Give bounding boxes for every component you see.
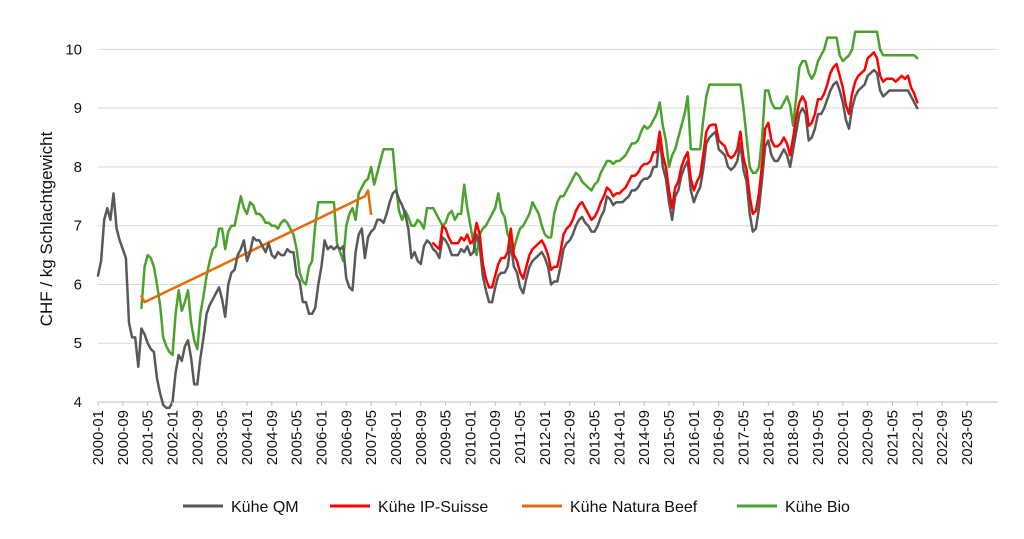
x-tick-label: 2001-05 (140, 410, 157, 465)
y-tick-label: 4 (74, 394, 82, 411)
legend-label: Kühe Natura Beef (570, 499, 698, 516)
x-tick-label: 2005-05 (289, 410, 306, 465)
x-tick-label: 2012-01 (537, 410, 554, 465)
x-tick-label: 2020-09 (860, 410, 877, 465)
legend: Kühe QM Kühe IP-Suisse Kühe Natura Beef Küh… (183, 499, 850, 516)
x-tick-label: 2017-05 (736, 410, 753, 465)
legend-label: Kühe IP-Suisse (378, 499, 488, 516)
x-tick-label: 2004-01 (239, 410, 256, 465)
x-tick-label: 2022-01 (909, 410, 926, 465)
x-tick-labels: 2000-01 2000-09 2001-05 2002-01 2002-09 2003-… (90, 402, 976, 465)
series-line-k-he-qm (96, 68, 919, 410)
y-tick-label: 5 (74, 335, 82, 352)
gridlines (98, 48, 998, 344)
x-tick-label: 2013-05 (587, 410, 604, 465)
x-tick-label: 2006-01 (313, 410, 330, 465)
x-tick-label: 2022-09 (934, 410, 951, 465)
x-tick-label: 2002-01 (164, 410, 181, 465)
x-tick-label: 2004-09 (264, 410, 281, 465)
x-tick-label: 2015-05 (661, 410, 678, 465)
y-axis-label: CHF / kg Schlachtgewicht (37, 131, 56, 326)
x-tick-label: 2010-01 (462, 410, 479, 465)
x-tick-label: 2019-05 (810, 410, 827, 465)
x-tick-label: 2000-09 (115, 410, 132, 465)
x-tick-label: 2016-01 (686, 410, 703, 465)
x-tick-label: 2007-05 (363, 410, 380, 465)
series-line-k-he-bio (140, 30, 919, 357)
x-tick-label: 2018-09 (785, 410, 802, 465)
legend-label: Kühe QM (231, 499, 299, 516)
y-tick-labels: 4 5 6 7 8 9 10 (65, 41, 82, 411)
x-tick-label: 2003-05 (214, 410, 231, 465)
x-tick-label: 2016-09 (711, 410, 728, 465)
y-tick-label: 6 (74, 276, 82, 293)
series-line-k-he-ip-suisse (431, 51, 919, 289)
x-tick-label: 2002-09 (189, 410, 206, 465)
x-tick-label: 2014-09 (636, 410, 653, 465)
x-tick-label: 2006-09 (338, 410, 355, 465)
x-tick-label: 2009-05 (438, 410, 455, 465)
x-tick-label: 2011-05 (512, 410, 529, 464)
x-tick-label: 2000-01 (90, 410, 107, 465)
y-tick-label: 7 (74, 218, 82, 235)
x-tick-label: 2021-05 (884, 410, 901, 465)
y-tick-label: 10 (65, 41, 82, 58)
x-tick-label: 2008-01 (388, 410, 405, 465)
x-tick-label: 2014-01 (611, 410, 628, 465)
x-tick-label: 2010-09 (487, 410, 504, 465)
y-tick-label: 9 (74, 100, 82, 117)
series-lines (96, 30, 919, 410)
y-tick-label: 8 (74, 159, 82, 176)
legend-label: Kühe Bio (785, 499, 850, 516)
x-tick-label: 2012-09 (562, 410, 579, 465)
x-tick-label: 2023-05 (959, 410, 976, 465)
x-tick-label: 2008-09 (413, 410, 430, 465)
x-tick-label: 2020-01 (835, 410, 852, 465)
series-line-k-he-natura-beef (140, 189, 373, 304)
x-tick-label: 2018-01 (760, 410, 777, 465)
